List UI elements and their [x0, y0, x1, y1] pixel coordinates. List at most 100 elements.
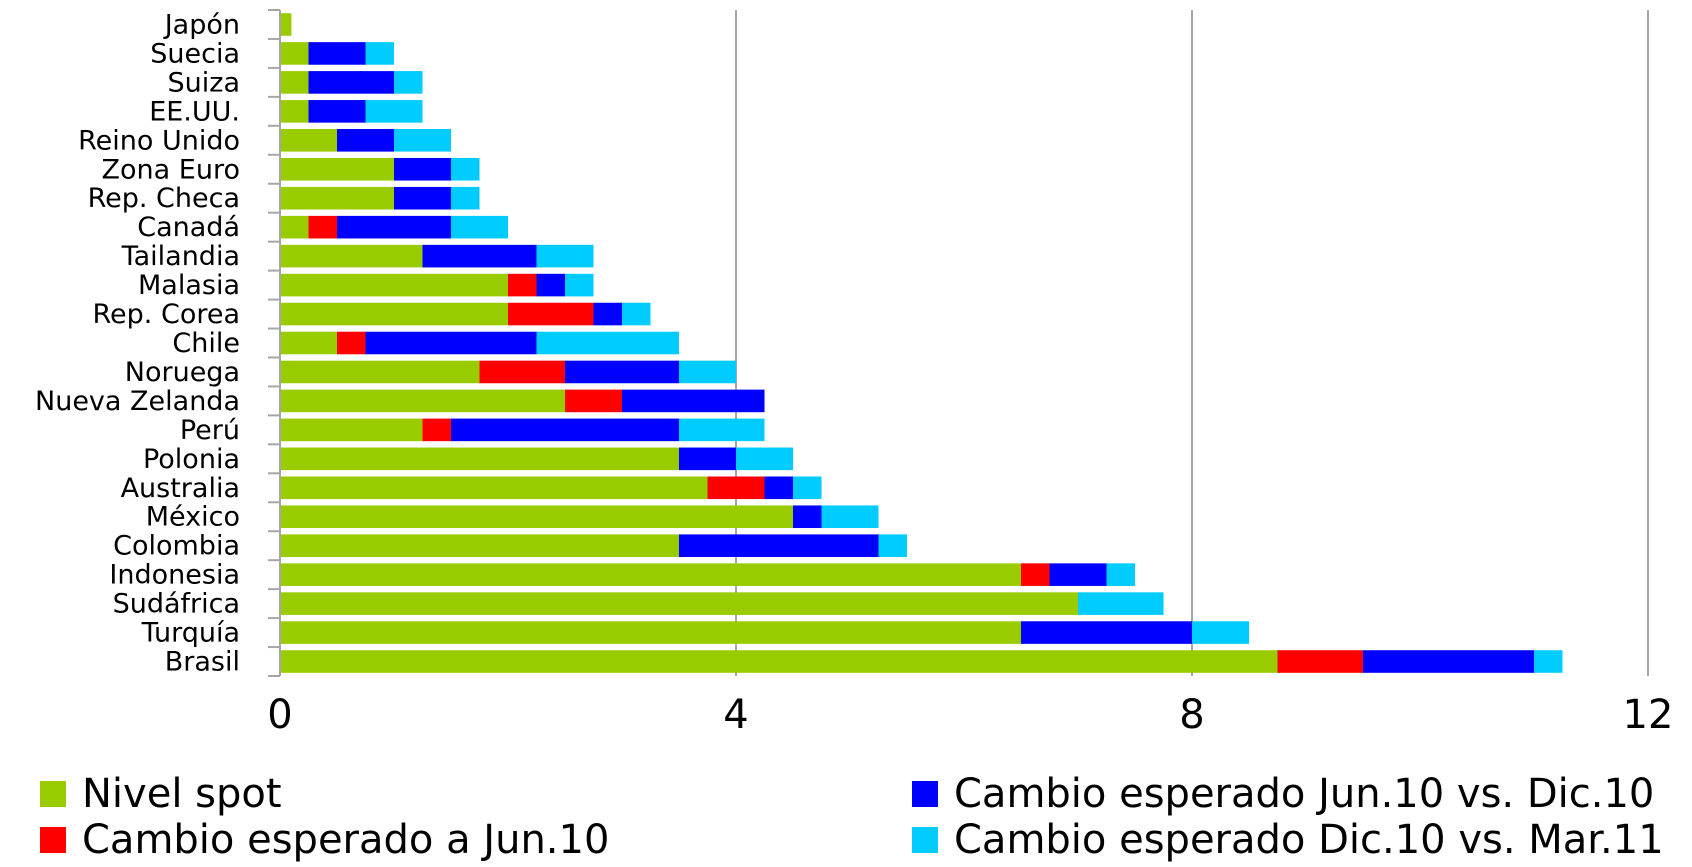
bar-noruega-cambio-esperado-jun-10-vs-dic-10 [565, 360, 679, 384]
legend-item-cambio-jun10: Cambio esperado a Jun.10 [40, 818, 609, 862]
bar-japon-nivel-spot [280, 13, 292, 36]
bar-zona-euro-cambio-esperado-dic-10-vs-mar-11 [451, 157, 480, 181]
bar-brasil-cambio-esperado-jun-10-vs-dic-10 [1363, 650, 1534, 673]
category-label-malasia: Malasia [138, 270, 240, 301]
bar-indonesia-cambio-esperado-jun-10-vs-dic-10 [1049, 563, 1107, 586]
legend-label-nivel-spot: Nivel spot [82, 771, 282, 817]
category-label-rep-corea: Rep. Corea [93, 299, 241, 330]
legend-swatch-nivel-spot [40, 781, 66, 807]
bar-australia-nivel-spot [280, 476, 708, 500]
legend-item-cambio-jun10-dic10: Cambio esperado Jun.10 vs. Dic.10 [912, 772, 1654, 816]
legend-swatch-cambio-jun10-dic10 [912, 781, 938, 807]
bar-peru-cambio-esperado-dic-10-vs-mar-11 [679, 418, 765, 442]
category-label-chile: Chile [172, 328, 240, 359]
bar-canada-cambio-esperado-jun-10-vs-dic-10 [337, 215, 451, 239]
bar-reino-unido-cambio-esperado-dic-10-vs-mar-11 [394, 129, 451, 152]
bar-indonesia-nivel-spot [280, 563, 1021, 586]
x-tick-label-8: 8 [1179, 692, 1204, 738]
legend-swatch-cambio-jun10 [40, 827, 66, 853]
category-label-rep-checa: Rep. Checa [88, 183, 240, 214]
bar-tailandia-cambio-esperado-dic-10-vs-mar-11 [536, 244, 594, 268]
legend-label-cambio-jun10-dic10: Cambio esperado Jun.10 vs. Dic.10 [954, 771, 1655, 817]
bar-polonia-cambio-esperado-dic-10-vs-mar-11 [736, 447, 793, 471]
bar-chile-cambio-esperado-a-jun-10 [337, 331, 366, 355]
bar-nueva-zelanda-nivel-spot [280, 389, 565, 413]
category-label-brasil: Brasil [165, 647, 240, 678]
bar-australia-cambio-esperado-dic-10-vs-mar-11 [793, 476, 822, 500]
bar-malasia-cambio-esperado-jun-10-vs-dic-10 [536, 273, 565, 297]
bar-zona-euro-cambio-esperado-jun-10-vs-dic-10 [394, 157, 451, 181]
bar-malasia-cambio-esperado-a-jun-10 [508, 273, 537, 297]
bar-rep-corea-cambio-esperado-jun-10-vs-dic-10 [593, 302, 622, 326]
bar-noruega-nivel-spot [280, 360, 480, 384]
category-label-indonesia: Indonesia [109, 560, 240, 591]
bar-indonesia-cambio-esperado-dic-10-vs-mar-11 [1106, 563, 1135, 586]
bar-suiza-cambio-esperado-dic-10-vs-mar-11 [394, 71, 423, 94]
bar-suiza-nivel-spot [280, 71, 309, 94]
bar-colombia-nivel-spot [280, 534, 679, 557]
category-label-japon: Japón [163, 9, 240, 40]
bar-sudafrica-cambio-esperado-dic-10-vs-mar-11 [1078, 592, 1164, 615]
legend-item-cambio-dic10-mar11: Cambio esperado Dic.10 vs. Mar.11 [912, 818, 1664, 862]
bar-malasia-cambio-esperado-dic-10-vs-mar-11 [565, 273, 594, 297]
bar-suecia-nivel-spot [280, 42, 309, 65]
bar-nueva-zelanda-cambio-esperado-a-jun-10 [565, 389, 622, 413]
category-label-tailandia: Tailandia [121, 241, 240, 272]
bar-turquia-cambio-esperado-dic-10-vs-mar-11 [1192, 621, 1249, 644]
bar-rep-corea-nivel-spot [280, 302, 508, 326]
bar-indonesia-cambio-esperado-a-jun-10 [1021, 563, 1050, 586]
bar-reino-unido-nivel-spot [280, 129, 337, 152]
x-tick-label-0: 0 [267, 692, 292, 738]
legend: Nivel spot Cambio esperado a Jun.10 Camb… [0, 760, 1692, 867]
category-label-sudafrica: Sudáfrica [113, 589, 240, 620]
category-label-polonia: Polonia [143, 444, 240, 475]
bar-rep-checa-nivel-spot [280, 186, 394, 210]
x-tick-label-4: 4 [723, 692, 748, 738]
bar-turquia-cambio-esperado-jun-10-vs-dic-10 [1021, 621, 1192, 644]
bar-brasil-cambio-esperado-dic-10-vs-mar-11 [1534, 650, 1563, 673]
bar-sudafrica-nivel-spot [280, 592, 1078, 615]
bar-canada-nivel-spot [280, 215, 309, 239]
bar-chile-nivel-spot [280, 331, 337, 355]
category-label-zona-euro: Zona Euro [102, 154, 240, 185]
bar-mexico-nivel-spot [280, 505, 793, 529]
bar-peru-cambio-esperado-a-jun-10 [422, 418, 451, 442]
legend-label-cambio-jun10: Cambio esperado a Jun.10 [82, 817, 610, 863]
axes [268, 9, 281, 677]
legend-swatch-cambio-dic10-mar11 [912, 827, 938, 853]
bar-rep-corea-cambio-esperado-dic-10-vs-mar-11 [622, 302, 651, 326]
bar-polonia-nivel-spot [280, 447, 679, 471]
category-label-mexico: México [146, 502, 240, 533]
category-label-australia: Australia [121, 473, 240, 504]
bar-rep-checa-cambio-esperado-jun-10-vs-dic-10 [394, 186, 451, 210]
bar-ee-uu-cambio-esperado-dic-10-vs-mar-11 [365, 100, 423, 123]
bar-suecia-cambio-esperado-jun-10-vs-dic-10 [308, 42, 366, 65]
category-label-peru: Perú [180, 415, 240, 446]
bar-nueva-zelanda-cambio-esperado-jun-10-vs-dic-10 [622, 389, 765, 413]
bar-chile-cambio-esperado-jun-10-vs-dic-10 [365, 331, 537, 355]
bar-noruega-cambio-esperado-dic-10-vs-mar-11 [679, 360, 736, 384]
bar-ee-uu-cambio-esperado-jun-10-vs-dic-10 [308, 100, 366, 123]
bar-australia-cambio-esperado-a-jun-10 [707, 476, 765, 500]
bar-suecia-cambio-esperado-dic-10-vs-mar-11 [365, 42, 394, 65]
bar-tailandia-nivel-spot [280, 244, 423, 268]
x-tick-label-12: 12 [1623, 692, 1674, 738]
category-label-reino-unido: Reino Unido [78, 125, 240, 156]
bar-colombia-cambio-esperado-dic-10-vs-mar-11 [878, 534, 907, 557]
bar-brasil-cambio-esperado-a-jun-10 [1277, 650, 1363, 673]
bar-turquia-nivel-spot [280, 621, 1021, 644]
category-label-turquia: Turquía [141, 618, 240, 649]
bar-suiza-cambio-esperado-jun-10-vs-dic-10 [308, 71, 394, 94]
bar-canada-cambio-esperado-a-jun-10 [308, 215, 337, 239]
bar-colombia-cambio-esperado-jun-10-vs-dic-10 [679, 534, 879, 557]
bar-chile-cambio-esperado-dic-10-vs-mar-11 [536, 331, 679, 355]
category-label-suecia: Suecia [150, 38, 240, 69]
bar-polonia-cambio-esperado-jun-10-vs-dic-10 [679, 447, 736, 471]
bar-brasil-nivel-spot [280, 650, 1278, 673]
bar-canada-cambio-esperado-dic-10-vs-mar-11 [451, 215, 508, 239]
bar-peru-cambio-esperado-jun-10-vs-dic-10 [451, 418, 679, 442]
bar-australia-cambio-esperado-jun-10-vs-dic-10 [764, 476, 793, 500]
category-label-ee-uu: EE.UU. [149, 96, 240, 127]
legend-item-nivel-spot: Nivel spot [40, 772, 282, 816]
